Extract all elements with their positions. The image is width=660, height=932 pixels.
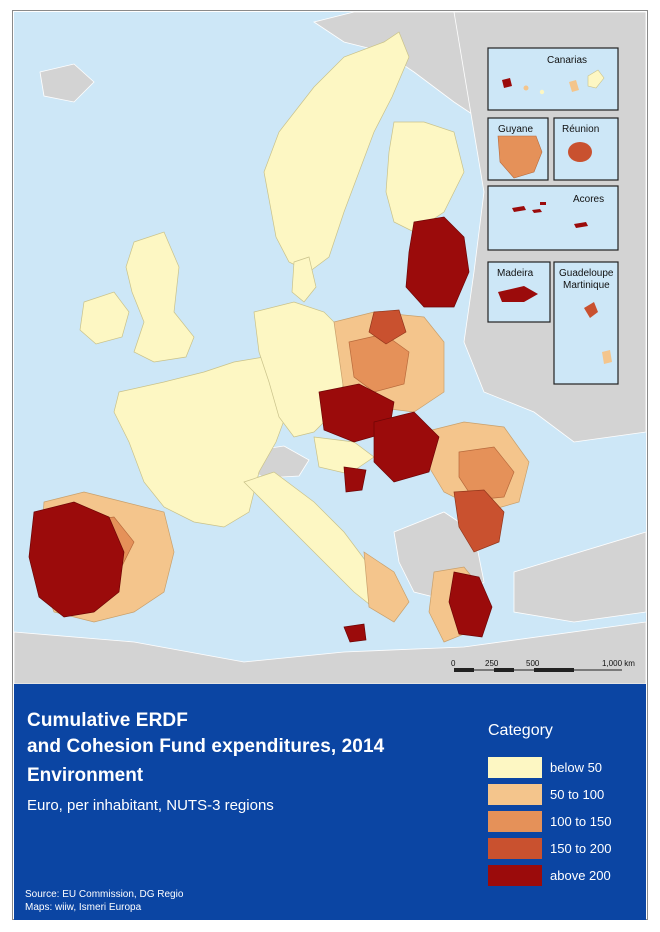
- legend-label: 150 to 200: [550, 841, 612, 856]
- legend-panel: Cumulative ERDF and Cohesion Fund expend…: [14, 684, 646, 920]
- inset-label-madeira: Madeira: [497, 268, 534, 279]
- legend-item-50-to-100: 50 to 100: [488, 784, 638, 806]
- map-area: Canarias Guyane Réunion Acores Madeira G…: [14, 12, 646, 684]
- legend-item-below-50: below 50: [488, 757, 638, 779]
- eu-land-above-200: [28, 216, 493, 643]
- legend-title: Category: [488, 722, 553, 739]
- legend-swatch: [488, 757, 542, 778]
- eu-land-below-50: [79, 31, 465, 613]
- legend-label: below 50: [550, 760, 603, 775]
- legend-item-above-200: above 200: [488, 865, 638, 887]
- legend-swatch: [488, 784, 542, 805]
- scale-label-250: 250: [485, 659, 499, 668]
- legend-swatch: [488, 865, 542, 886]
- map-subtitle: Environment: [27, 765, 144, 786]
- inset-guadeloupe-martinique: Guadeloupe Martinique: [553, 261, 619, 385]
- inset-label-acores: Acores: [573, 194, 604, 205]
- maps-credit: Maps: wiiw, Ismeri Europa: [25, 902, 142, 913]
- inset-acores: Acores: [487, 185, 619, 251]
- legend-item-150-to-200: 150 to 200: [488, 838, 638, 860]
- inset-guyane: Guyane: [487, 117, 549, 181]
- legend-swatch: [488, 838, 542, 859]
- legend-swatch: [488, 811, 542, 832]
- legend-label: 100 to 150: [550, 814, 612, 829]
- map-title-line-1: Cumulative ERDF: [27, 710, 188, 731]
- legend-label: 50 to 100: [550, 787, 605, 802]
- map-title-line-2: and Cohesion Fund expenditures, 2014: [27, 736, 385, 757]
- inset-label-guadeloupe: Guadeloupe: [559, 268, 614, 279]
- eu-land-150-to-200: [368, 309, 505, 553]
- inset-madeira: Madeira: [487, 261, 551, 323]
- inset-label-reunion: Réunion: [562, 124, 599, 135]
- source-credit: Source: EU Commission, DG Regio: [25, 889, 184, 900]
- scale-label-1000km: 1,000 km: [602, 659, 635, 668]
- inset-label-martinique: Martinique: [563, 280, 610, 291]
- legend-item-100-to-150: 100 to 150: [488, 811, 638, 833]
- europe-map: Canarias Guyane Réunion Acores Madeira G…: [14, 12, 646, 684]
- scale-label-0: 0: [451, 659, 456, 668]
- inset-label-guyane: Guyane: [498, 124, 533, 135]
- inset-canarias: Canarias: [487, 47, 619, 111]
- inset-reunion: Réunion: [553, 117, 619, 181]
- map-units: Euro, per inhabitant, NUTS-3 regions: [27, 797, 274, 814]
- legend-label: above 200: [550, 868, 611, 883]
- scale-bar: 0 250 500 1,000 km: [451, 659, 635, 672]
- inset-label-canarias: Canarias: [547, 55, 587, 66]
- scale-label-500: 500: [526, 659, 540, 668]
